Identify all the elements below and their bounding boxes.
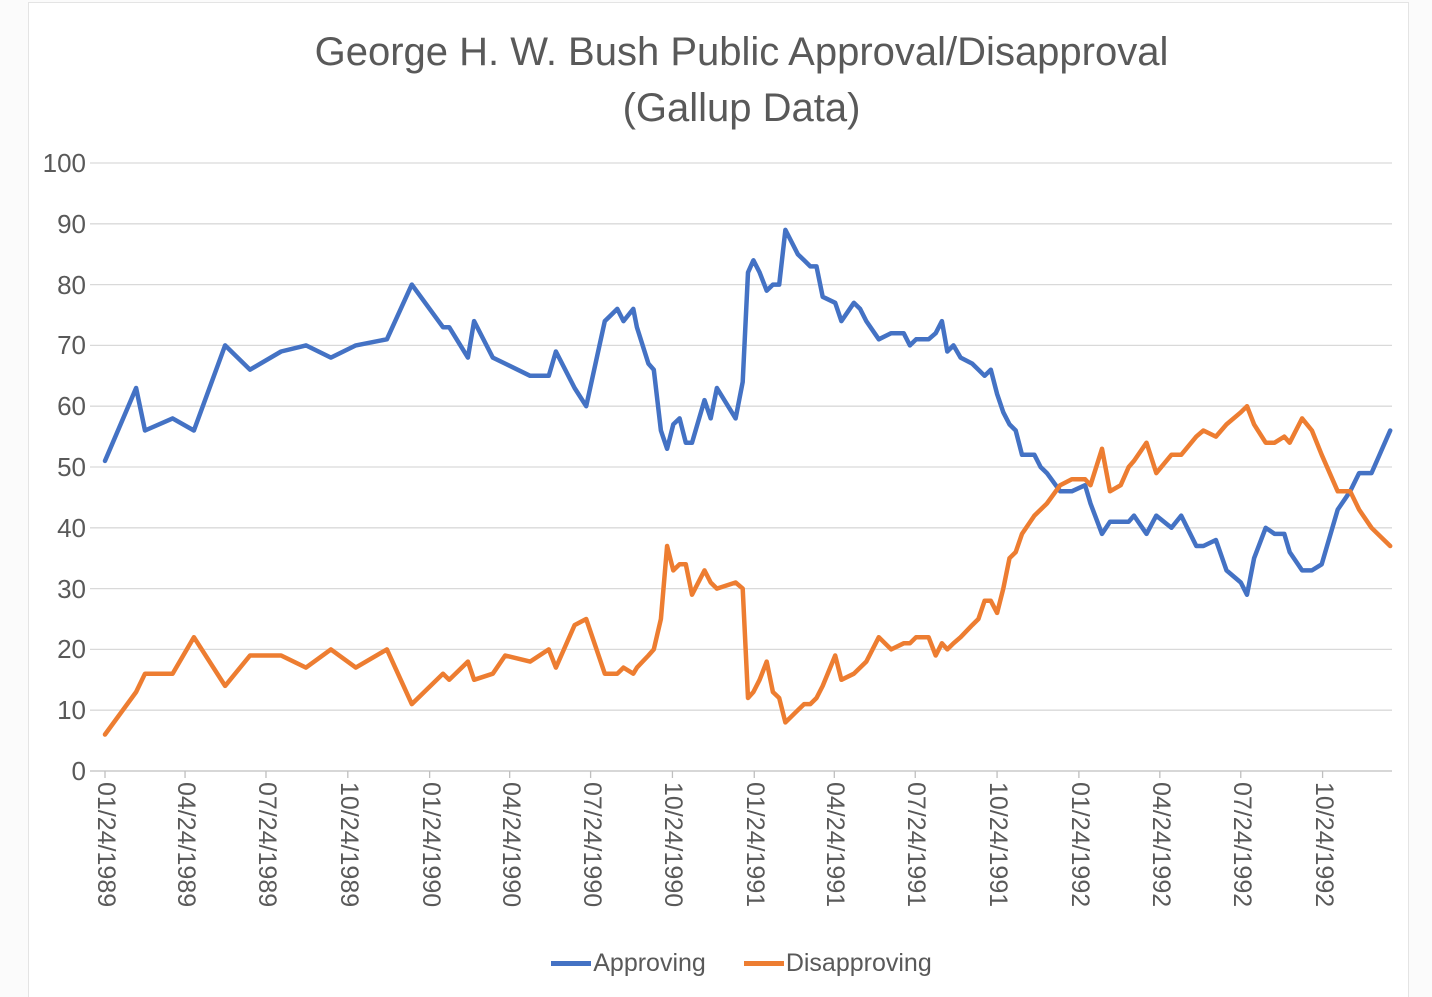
legend-label-approving: Approving [593,949,706,977]
x-axis-label: 10/24/1989 [334,782,363,908]
x-axis-label: 10/24/1991 [984,782,1013,908]
chart-title-line1: George H. W. Bush Public Approval/Disapp… [314,30,1169,74]
x-axis-label: 01/24/1989 [92,782,120,908]
legend-label-disapproving: Disapproving [785,949,932,977]
x-axis-label: 07/24/1991 [902,782,931,908]
y-axis-label: 90 [57,208,86,239]
x-axis-label: 01/24/1990 [416,782,445,908]
y-axis-label: 40 [57,512,86,543]
x-axis-label: 07/24/1992 [1227,782,1256,908]
disapproving-line-swatch [743,961,784,966]
y-axis-label: 10 [57,695,86,726]
x-axis-label: 07/24/1989 [252,782,281,908]
y-axis-label: 20 [57,634,86,665]
approving-line[interactable] [102,227,1393,597]
approving-line-swatch [551,961,592,966]
x-axis-label: 01/24/1991 [741,782,770,908]
x-axis-label: 04/24/1989 [172,782,201,908]
disapproving-line[interactable] [102,403,1393,737]
y-axis-label: 80 [57,269,86,300]
legend: Approving Disapproving [91,949,1392,978]
chart-frame [28,2,1409,997]
x-axis-label: 04/24/1991 [821,782,850,908]
legend-item-disapproving[interactable]: Disapproving [743,949,932,978]
y-axis-label: 50 [57,452,86,482]
x-axis-label: 04/24/1990 [496,782,525,908]
x-axis-label: 07/24/1990 [577,782,606,908]
y-axis-label: 100 [42,148,86,178]
x-axis-label: 10/24/1992 [1309,782,1338,908]
chart-title-line2: (Gallup Data) [622,86,861,130]
y-axis-label: 60 [57,391,86,422]
x-axis-label: 01/24/1992 [1065,782,1094,908]
y-axis-label: 30 [57,573,86,604]
y-axis-label: 70 [57,330,86,361]
x-axis-label: 04/24/1992 [1146,782,1175,908]
legend-item-approving[interactable]: Approving [551,949,706,978]
x-axis-label: 10/24/1990 [659,782,688,908]
y-axis-label: 0 [71,756,86,786]
chart-title: George H. W. Bush Public Approval/Disapp… [91,24,1392,136]
